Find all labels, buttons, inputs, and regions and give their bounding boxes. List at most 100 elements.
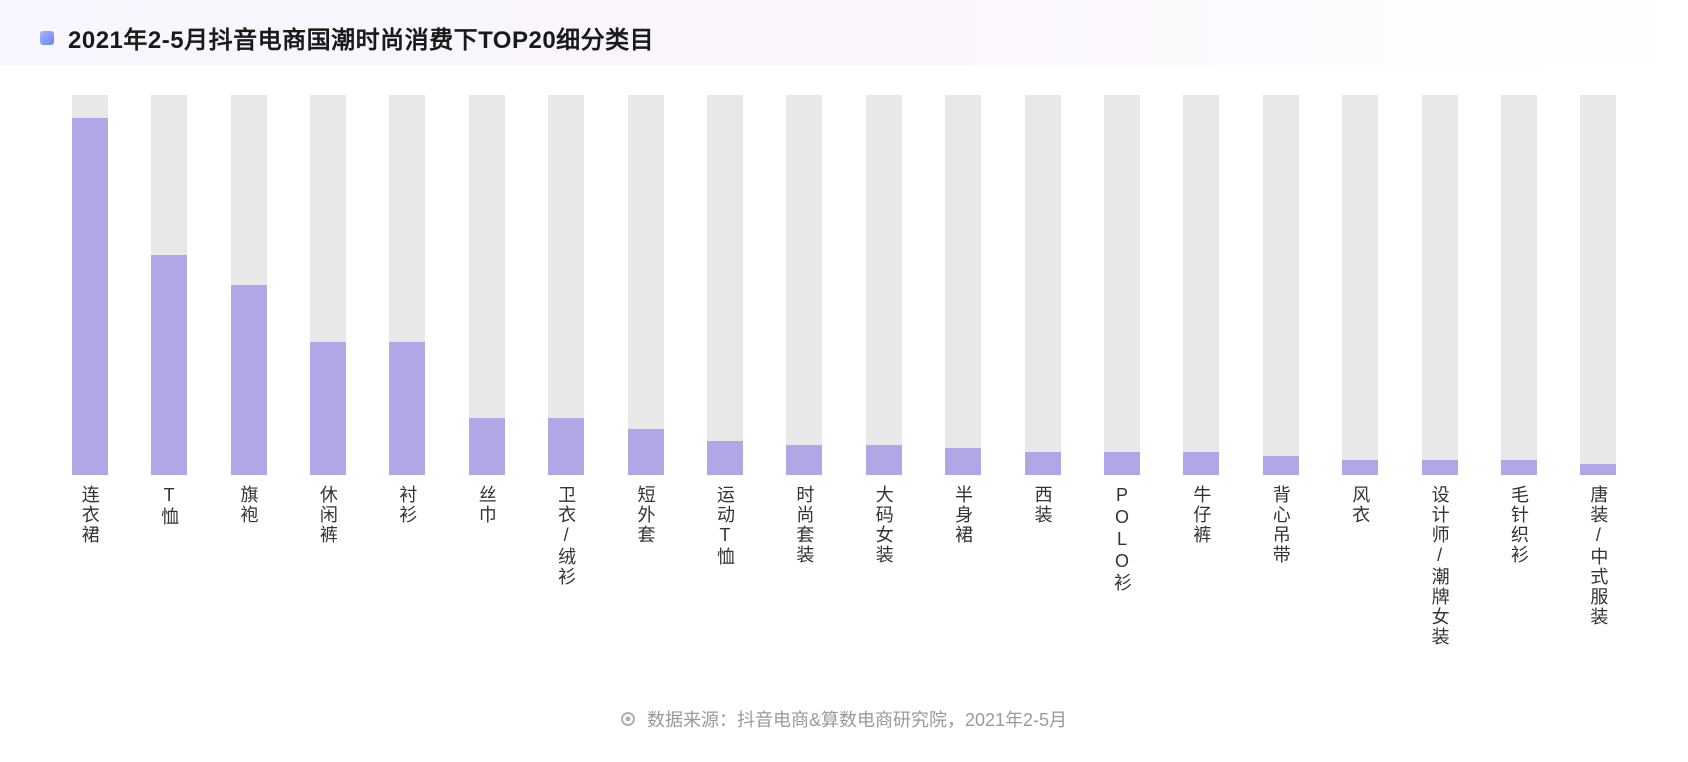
category-label: 运动T恤 [712,485,738,647]
bar-slot [844,95,923,475]
bar-fill [469,418,505,475]
source-text: 数据来源：抖音电商&算数电商研究院，2021年2-5月 [647,706,1067,732]
bar-slot [1003,95,1082,475]
category-label: 短外套 [633,485,659,647]
bar-track [1580,95,1616,475]
source-bullet-icon [621,712,635,726]
label-slot: 时尚套装 [765,485,844,647]
category-label: 旗袍 [236,485,262,647]
label-slot: 半身裙 [923,485,1002,647]
bar-fill [72,118,108,475]
bar-fill [1422,460,1458,475]
bar-slot [526,95,605,475]
bar-track [945,95,981,475]
bar-track [389,95,425,475]
label-slot: T恤 [129,485,208,647]
label-slot: 连衣裙 [50,485,129,647]
label-slot: POLO衫 [1082,485,1161,647]
bars-container [50,95,1638,475]
category-label: 牛仔裤 [1188,485,1214,647]
category-label: 背心吊带 [1268,485,1294,647]
bar-slot [1241,95,1320,475]
label-slot: 牛仔裤 [1162,485,1241,647]
bar-track [469,95,505,475]
title-bullet-icon [40,31,54,45]
bar-track [231,95,267,475]
bar-slot [209,95,288,475]
bar-slot [1479,95,1558,475]
bar-track [1342,95,1378,475]
bar-fill [945,448,981,475]
chart-header: 2021年2-5月抖音电商国潮时尚消费下TOP20细分类目 [0,0,1688,65]
label-slot: 风衣 [1321,485,1400,647]
category-label: 风衣 [1347,485,1373,647]
label-slot: 背心吊带 [1241,485,1320,647]
bar-fill [786,445,822,475]
bar-track [1104,95,1140,475]
label-slot: 设计师/潮牌女装 [1400,485,1479,647]
category-label: 衬衫 [394,485,420,647]
category-label: POLO衫 [1109,485,1135,647]
category-label: 卫衣/绒衫 [553,485,579,647]
bar-fill [1183,452,1219,475]
bar-fill [1501,460,1537,475]
bar-slot [1321,95,1400,475]
category-label: 大码女装 [871,485,897,647]
bar-fill [389,342,425,475]
bar-fill [1025,452,1061,475]
bar-track [548,95,584,475]
label-slot: 运动T恤 [685,485,764,647]
category-label: 丝巾 [474,485,500,647]
label-slot: 短外套 [606,485,685,647]
labels-container: 连衣裙 T恤旗袍 休闲裤 衬衫丝巾 卫衣/绒衫 短外套 运动T恤 时尚套装 大码女装 半身裙 西装 P… [50,475,1638,647]
bar-track [310,95,346,475]
category-label: 西装 [1030,485,1056,647]
category-label: 毛针织衫 [1506,485,1532,647]
bar-slot [288,95,367,475]
bar-fill [1342,460,1378,475]
category-label: 半身裙 [950,485,976,647]
category-label: 时尚套装 [791,485,817,647]
label-slot: 大码女装 [844,485,923,647]
bar-slot [368,95,447,475]
bar-slot [1559,95,1638,475]
bar-track [628,95,664,475]
bar-fill [1263,456,1299,475]
bar-slot [1082,95,1161,475]
bar-fill [231,285,267,475]
bar-track [786,95,822,475]
label-slot: 丝巾 [447,485,526,647]
label-slot: 衬衫 [368,485,447,647]
bar-track [1501,95,1537,475]
label-slot: 休闲裤 [288,485,367,647]
bar-fill [1580,464,1616,475]
bar-track [1263,95,1299,475]
label-slot: 旗袍 [209,485,288,647]
chart-area: 连衣裙T恤旗袍休闲裤衬衫丝巾卫衣/绒衫短外套运动T恤时尚套装大码女装半身裙西装P… [0,65,1688,605]
chart-title: 2021年2-5月抖音电商国潮时尚消费下TOP20细分类目 [68,20,654,55]
bar-slot [923,95,1002,475]
bar-fill [151,255,187,475]
bar-fill [548,418,584,475]
bar-slot [50,95,129,475]
bar-track [151,95,187,475]
bar-fill [1104,452,1140,475]
label-slot: 唐装/中式服装 [1559,485,1638,647]
label-slot: 西装 [1003,485,1082,647]
category-label: 休闲裤 [315,485,341,647]
category-label: 连衣裙 [77,485,103,647]
bar-slot [1400,95,1479,475]
bar-slot [447,95,526,475]
bar-slot [765,95,844,475]
bar-track [72,95,108,475]
category-label: T恤 [156,485,182,647]
bar-fill [707,441,743,475]
bar-track [707,95,743,475]
bar-fill [628,429,664,475]
bar-slot [685,95,764,475]
bar-slot [129,95,208,475]
bar-track [1183,95,1219,475]
source-footer: 数据来源：抖音电商&算数电商研究院，2021年2-5月 [0,706,1688,732]
bar-track [1025,95,1061,475]
label-slot: 卫衣/绒衫 [526,485,605,647]
